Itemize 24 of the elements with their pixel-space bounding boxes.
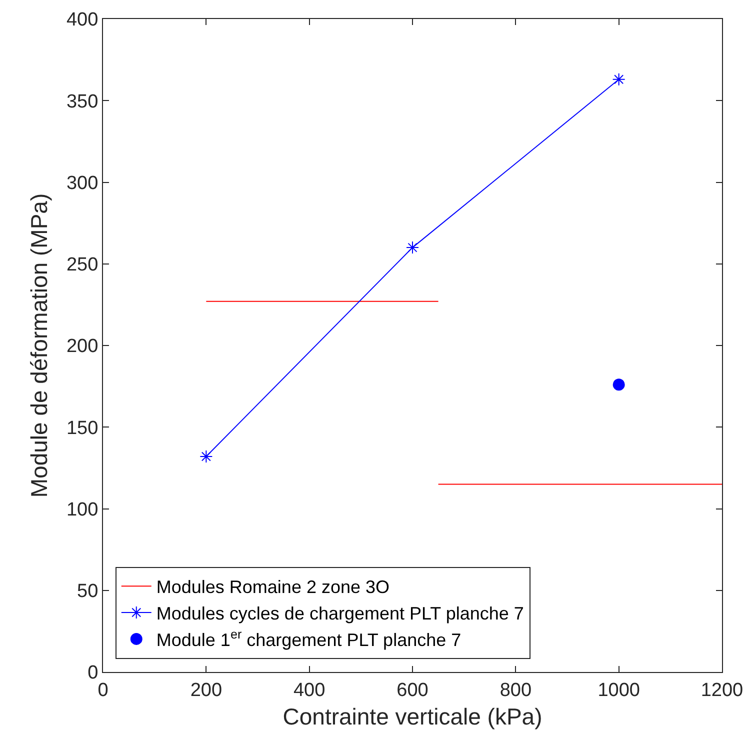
y-tick-label: 400 bbox=[66, 10, 98, 31]
point bbox=[612, 378, 625, 391]
y-tick-label: 250 bbox=[66, 254, 98, 276]
x-tick-label: 1000 bbox=[598, 680, 640, 701]
y-tick-label: 0 bbox=[88, 662, 98, 684]
legend-label: Modules Romaine 2 zone 3O bbox=[156, 577, 390, 598]
point bbox=[200, 450, 213, 464]
x-axis-title: Contrainte verticale (kPa) bbox=[282, 703, 542, 730]
y-tick-label: 200 bbox=[66, 336, 98, 358]
point bbox=[612, 72, 626, 86]
y-tick-label: 350 bbox=[66, 91, 98, 112]
y-tick-label: 300 bbox=[66, 172, 98, 194]
legend-label: Modules cycles de chargement PLT planche 7 bbox=[156, 604, 524, 624]
x-tick-label: 600 bbox=[396, 680, 428, 701]
x-tick-label: 800 bbox=[500, 680, 532, 701]
legend-label: Module 1$^{er}$ chargement PLT planche 7 bbox=[156, 627, 462, 650]
y-tick-label: 100 bbox=[66, 499, 98, 520]
y-axis-title: Module de déformation (MPa) bbox=[26, 193, 52, 498]
y-tick-label: 50 bbox=[77, 581, 98, 602]
x-tick-label: 200 bbox=[190, 680, 222, 701]
y-tick-label: 150 bbox=[66, 418, 98, 439]
x-tick-label: 400 bbox=[293, 680, 326, 701]
x-tick-label: 1200 bbox=[700, 680, 744, 701]
point bbox=[406, 241, 419, 254]
